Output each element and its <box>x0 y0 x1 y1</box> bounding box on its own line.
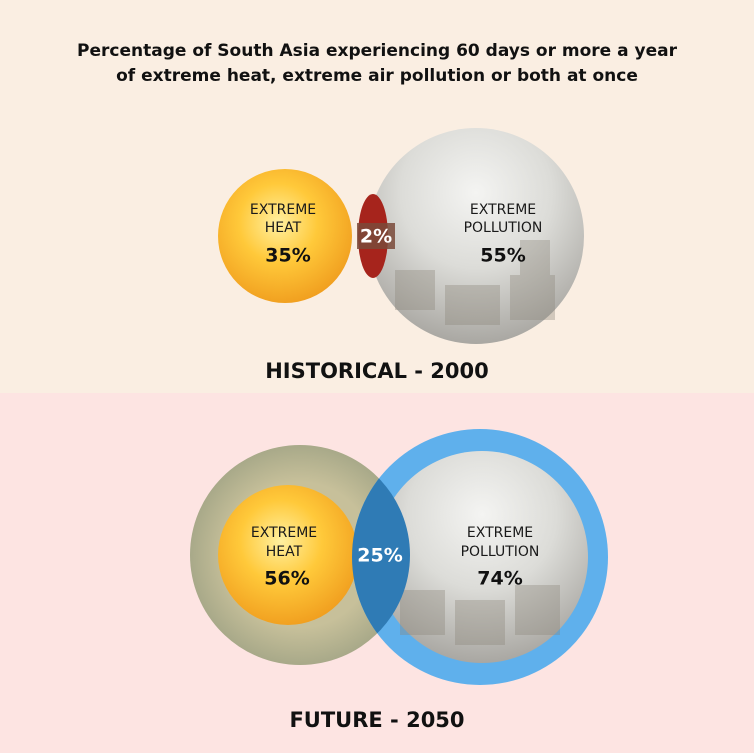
historical-venn <box>218 128 584 344</box>
panel-label: HISTORICAL - 2000 <box>265 359 489 383</box>
pollution-circle <box>368 128 584 344</box>
overlap-value: 25% <box>357 545 402 567</box>
set-value: 74% <box>477 568 522 590</box>
set-value: 55% <box>480 245 525 267</box>
set-name: EXTREME <box>470 202 536 218</box>
set-name: EXTREME <box>250 202 316 218</box>
set-name: EXTREME <box>251 525 317 541</box>
title-line: of extreme heat, extreme air pollution o… <box>116 66 638 86</box>
future-venn <box>190 429 608 685</box>
panel-label: FUTURE - 2050 <box>289 708 464 732</box>
overlap-value: 2% <box>360 226 392 248</box>
set-value: 56% <box>264 568 309 590</box>
heat-circle <box>218 485 358 625</box>
heat-circle <box>218 169 352 303</box>
set-value: 35% <box>265 245 310 267</box>
set-name: EXTREME <box>467 525 533 541</box>
pollution-circle <box>376 451 588 663</box>
set-name: POLLUTION <box>464 220 543 236</box>
set-name: HEAT <box>265 220 302 236</box>
buildings <box>395 240 555 325</box>
title-line: Percentage of South Asia experiencing 60… <box>77 41 678 61</box>
overlap-box <box>357 223 395 249</box>
set-name: HEAT <box>266 544 303 560</box>
buildings <box>400 585 560 645</box>
set-name: POLLUTION <box>461 544 540 560</box>
